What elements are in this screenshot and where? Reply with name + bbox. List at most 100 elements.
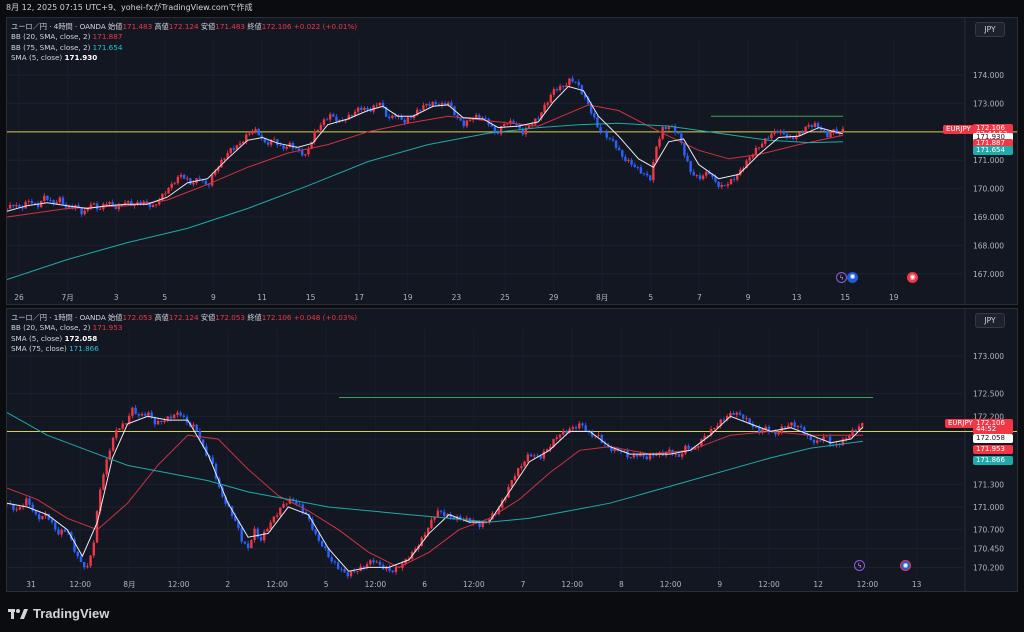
candle-body [237,520,240,529]
candle-body [294,148,298,150]
candle-body [777,432,780,435]
candle-body [516,468,520,477]
candle-body [437,104,441,106]
candle-body [630,159,633,165]
candle-body [154,204,158,206]
candle-body [80,208,83,215]
candle-body [282,145,285,149]
candle-body [561,430,565,435]
candle-body [235,145,239,150]
candle-body [565,85,568,87]
candle-body [76,551,79,557]
candle-body [335,116,338,122]
candle-body [796,426,800,428]
candle-body [823,130,826,132]
candle-body [812,440,816,443]
x-tick-label: 12:00 [857,580,879,589]
candle-body [130,201,133,207]
candle-body [41,516,44,520]
candle-body [497,507,501,514]
event-lightning-icon[interactable]: ϟ [854,560,865,571]
candle-body [195,424,198,432]
candle-body [89,555,92,566]
candle-body [238,143,242,146]
candle-body [297,148,301,151]
candle-body [447,102,450,105]
candle-body [732,412,735,415]
candle-body [324,546,327,549]
currency-button[interactable]: JPY [975,313,1005,328]
candle-body [826,131,829,138]
x-tick-label: 23 [452,293,462,302]
candle-body [543,104,546,113]
x-tick-label: 17 [354,293,364,302]
candle-body [285,146,288,149]
candle-body [115,430,118,438]
candle-body [526,454,530,462]
candle-body [414,548,417,552]
candle-body [723,184,727,186]
candle-body [419,109,422,111]
y-tick-label: 170.450 [973,545,1004,554]
chart-pane-1h[interactable]: ユーロ／円 · 1時間 · OANDA 始値172.053 高値172.124 … [6,308,1018,592]
x-tick-label: 9 [211,293,216,302]
candle-body [475,115,478,119]
tradingview-logo-icon [8,609,28,619]
candle-body [431,102,434,106]
candle-body [415,109,419,116]
candle-body [810,125,814,127]
candle-body [440,103,444,106]
candle-body [854,429,857,431]
candle-body [279,507,282,516]
candle-body [488,519,491,522]
candle-body [652,162,655,181]
candle-body [478,115,481,118]
candle-body [510,480,513,487]
candle-body [89,204,93,208]
candle-body [176,176,180,184]
tradingview-logo[interactable]: TradingView [8,602,109,624]
candle-body [332,114,335,117]
candle-body [144,413,147,416]
candle-body [848,435,851,439]
y-tick-label: 171.300 [973,480,1004,489]
candle-body [147,412,150,416]
event-flag-icon[interactable]: ✺ [900,560,911,571]
candle-body [240,528,243,542]
candle-body [512,120,515,124]
candle-body [49,200,52,201]
candle-body [279,145,282,146]
candle-body [57,529,60,535]
candle-body [825,436,829,438]
event-dividend-icon[interactable]: ◉ [907,272,918,283]
candle-body [648,454,652,460]
candle-body [706,435,710,437]
x-tick-label: 12:00 [168,580,190,589]
candle-body [221,487,224,497]
candle-body [668,449,671,452]
x-tick-label: 13 [912,580,922,589]
candle-body [481,522,485,527]
candle-body [623,450,626,452]
x-tick-label: 8月 [596,293,608,302]
x-tick-label: 19 [889,293,899,302]
candle-body [714,176,717,182]
candle-body [770,133,773,139]
candle-body [779,131,782,133]
candle-body [745,418,748,420]
candle-body [574,81,577,83]
candle-body [369,109,372,112]
candle-body [77,205,80,209]
candle-body [844,438,848,440]
candle-body [828,436,832,445]
event-lightning-icon[interactable]: ϟ [836,272,847,283]
series-line-1 [7,415,864,572]
event-flag-icon[interactable]: ✺ [847,272,858,283]
legend-bb20: BB (20, SMA, close, 2) 171.953 [11,323,123,333]
currency-button[interactable]: JPY [975,22,1005,37]
candle-body [347,114,351,120]
candle-body [809,435,812,441]
chart-pane-4h[interactable]: ユーロ／円 · 4時間 · OANDA 始値171.483 高値172.124 … [6,17,1018,305]
candle-body [43,195,46,201]
candle-body [433,517,436,520]
